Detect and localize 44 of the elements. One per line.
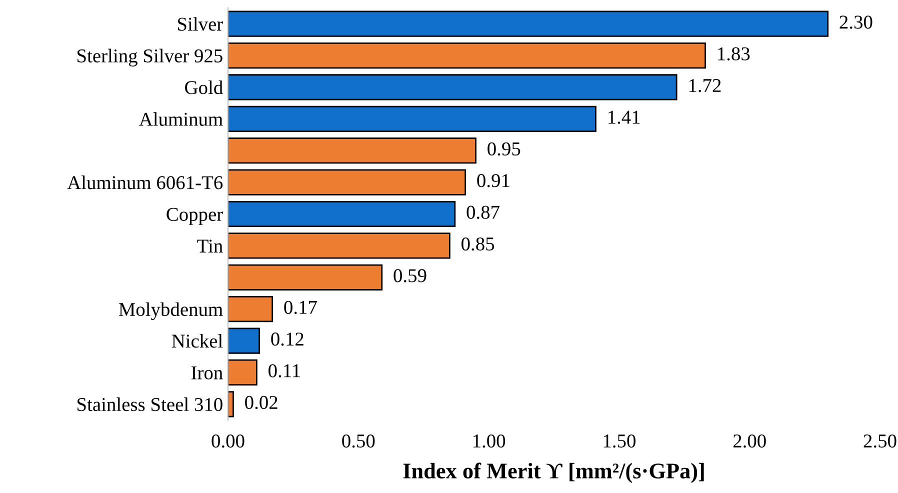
x-tick-label: 0.00 xyxy=(212,434,244,448)
x-tick-label: 1.50 xyxy=(604,434,636,448)
data-label: 0.85 xyxy=(462,237,494,251)
y-tick-label: Iron xyxy=(191,366,223,380)
y-tick-label: Molybdenum xyxy=(118,302,223,320)
data-label: 0.87 xyxy=(466,206,500,219)
bar xyxy=(228,200,456,228)
y-tick-label: Nickel xyxy=(172,334,223,348)
x-tick-label: 0.50 xyxy=(342,434,375,448)
data-label: 0.11 xyxy=(268,364,300,378)
data-label: 0.91 xyxy=(477,174,510,188)
y-tick-label: Stainless Steel 310 xyxy=(78,397,222,412)
y-tick-label: Copper xyxy=(166,208,223,225)
bar xyxy=(228,232,450,259)
data-label: 1.83 xyxy=(718,47,750,60)
data-label: 1.72 xyxy=(689,79,721,92)
data-label: 0.12 xyxy=(271,332,304,346)
bar xyxy=(228,328,260,354)
y-tick-label: Sterling Silver 925 xyxy=(78,48,222,66)
bar xyxy=(228,264,383,290)
data-label: 1.41 xyxy=(608,110,640,124)
y-tick-label: Aluminum xyxy=(139,112,223,126)
y-tick-label: Gold xyxy=(185,80,223,94)
bar xyxy=(228,359,258,386)
data-label: 2.30 xyxy=(840,16,872,29)
x-tick-label: 2.00 xyxy=(733,434,766,448)
data-label: 0.59 xyxy=(394,269,426,282)
data-label: 0.95 xyxy=(488,142,520,156)
y-tick-label: Tin xyxy=(197,240,223,252)
bar xyxy=(228,138,476,164)
y-tick-label: Silver xyxy=(178,17,223,31)
data-label: 0.02 xyxy=(245,396,278,410)
x-tick-label: 1.00 xyxy=(473,434,506,448)
bar xyxy=(228,296,274,322)
bar xyxy=(228,10,829,37)
bar xyxy=(228,106,596,132)
x-axis-title: Index of Merit ϒ [mm²/(s·GPa)] xyxy=(403,462,704,484)
bar xyxy=(228,74,678,100)
y-tick-label: Aluminum 6061-T6 xyxy=(67,176,223,190)
bar xyxy=(228,42,706,69)
bar xyxy=(228,391,234,418)
bar xyxy=(228,169,466,196)
data-label: 0.17 xyxy=(284,300,317,314)
x-tick-label: 2.50 xyxy=(864,434,896,448)
